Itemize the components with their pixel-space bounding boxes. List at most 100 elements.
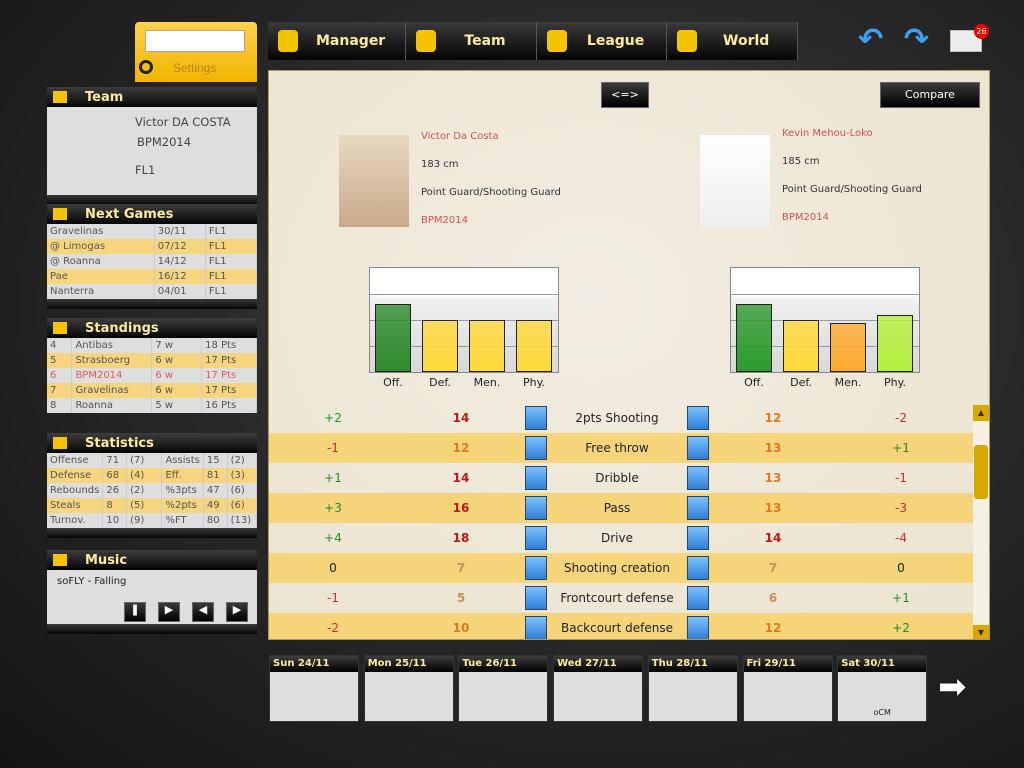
player-team[interactable]: BPM2014 <box>782 212 829 223</box>
club-name[interactable]: BPM2014 <box>137 135 192 149</box>
panel-title: Statistics <box>85 435 154 451</box>
skill-name: Frontcourt defense <box>560 591 674 605</box>
nav-tab-team[interactable]: Team <box>406 22 537 60</box>
table-cell: (4) <box>126 468 163 483</box>
skill-icon <box>525 466 547 490</box>
calendar-day[interactable]: Fri 29/11 <box>742 655 833 722</box>
table-cell: (6) <box>227 498 258 513</box>
skill-name: Shooting creation <box>564 561 670 575</box>
skill-icon <box>687 616 709 639</box>
right-value: 13 <box>764 501 782 515</box>
left-diff: 0 <box>329 561 337 575</box>
table-cell: 10 <box>102 513 128 528</box>
statistics-panel: Statistics Offense 71 (7) Assists 15 (2) Defen… <box>47 433 258 538</box>
table-row[interactable]: Pae 16/12 FL1 <box>47 269 258 284</box>
back-arrow-icon[interactable]: ↶ <box>858 22 884 57</box>
table-cell: Defense <box>47 468 104 483</box>
table-cell: 6 w <box>151 353 203 368</box>
skill-name: 2pts Shooting <box>575 411 659 425</box>
calendar-day[interactable]: Thu 28/11 <box>647 655 738 722</box>
x-tick-label: Def. <box>790 376 812 389</box>
player-height: 185 cm <box>782 156 820 167</box>
nav-tab-world[interactable]: World <box>667 22 798 60</box>
mail-icon[interactable] <box>950 30 982 52</box>
table-cell: BPM2014 <box>71 368 153 383</box>
nav-tab-league[interactable]: League <box>537 22 668 60</box>
skill-icon <box>687 526 709 550</box>
table-row[interactable]: @ Limogas 07/12 FL1 <box>47 239 258 254</box>
table-row[interactable]: Turnov. 10 (9) %FT 80 (13) <box>47 513 258 528</box>
scroll-thumb[interactable] <box>974 445 988 499</box>
search-input[interactable] <box>145 30 245 52</box>
swap-button[interactable]: <=> <box>601 82 649 108</box>
day-label: Thu 28/11 <box>648 656 737 672</box>
previous-button[interactable]: ◀ <box>192 602 214 622</box>
calendar-day[interactable]: Sun 24/11 <box>269 655 359 722</box>
pause-button[interactable]: ❚ <box>124 602 146 622</box>
table-cell: (5) <box>126 498 163 513</box>
mail-count-badge: 26 <box>974 24 989 39</box>
table-row[interactable]: Defense 68 (4) Eff. 81 (3) <box>47 468 258 483</box>
player-name[interactable]: Kevin Mehou-Loko <box>782 128 873 139</box>
table-row[interactable]: 7 Gravelinas 6 w 17 Pts <box>47 383 257 398</box>
table-cell: Rebounds <box>47 483 104 498</box>
forward-arrow-icon[interactable]: ↷ <box>904 22 930 57</box>
table-row[interactable]: Rebounds 26 (2) %3pts 47 (6) <box>47 483 258 498</box>
table-cell: %3pts <box>161 483 204 498</box>
table-row[interactable]: 4 Antibas 7 w 18 Pts <box>47 338 257 353</box>
table-cell: 6 <box>47 368 73 383</box>
scroll-down-button[interactable]: ▼ <box>973 625 989 639</box>
table-cell: Pae <box>47 269 155 284</box>
nav-tab-label: Team <box>464 33 506 49</box>
table-cell: 4 <box>47 338 73 353</box>
table-row[interactable]: Offense 71 (7) Assists 15 (2) <box>47 453 258 468</box>
scroll-up-button[interactable]: ▲ <box>973 405 989 421</box>
table-row[interactable]: 8 Roanna 5 w 16 Pts <box>47 398 257 413</box>
player-position: Point Guard/Shooting Guard <box>782 184 922 195</box>
table-cell: Eff. <box>161 468 204 483</box>
table-cell: %2pts <box>161 498 204 513</box>
league-name[interactable]: FL1 <box>135 163 156 177</box>
nav-tab-manager[interactable]: Manager <box>268 22 407 60</box>
skill-icon <box>687 436 709 460</box>
skill-icon <box>525 556 547 580</box>
table-cell: 14/12 <box>154 254 206 269</box>
table-row[interactable]: Gravelinas 30/11 FL1 <box>47 224 258 239</box>
scrollbar[interactable]: ▲ ▼ <box>973 405 989 639</box>
table-cell: 81 <box>203 468 228 483</box>
gridline <box>370 346 558 347</box>
table-cell: FL1 <box>205 224 258 239</box>
player-team[interactable]: BPM2014 <box>421 215 468 226</box>
calendar-icon <box>53 208 67 220</box>
skill-name: Pass <box>603 501 631 515</box>
next-week-arrow-icon[interactable]: ➡ <box>938 667 967 707</box>
gear-icon[interactable] <box>139 60 153 74</box>
table-row[interactable]: Nanterra 04/01 FL1 <box>47 284 258 299</box>
settings-button[interactable]: Settings <box>173 61 217 75</box>
track-name: soFLY - Falling <box>57 576 127 587</box>
compare-button[interactable]: Compare <box>880 82 980 108</box>
table-cell: (3) <box>227 468 258 483</box>
left-value: 16 <box>452 501 470 515</box>
skill-name: Drive <box>601 531 633 545</box>
table-cell: %FT <box>161 513 204 528</box>
right-value: 13 <box>764 441 782 455</box>
play-button[interactable]: ▶ <box>158 602 180 622</box>
table-cell: 18 Pts <box>201 338 257 353</box>
right-diff: +2 <box>892 621 910 635</box>
table-cell: @ Roanna <box>47 254 155 269</box>
calendar-day[interactable]: Mon 25/11 <box>363 655 454 722</box>
table-row[interactable]: 6 BPM2014 6 w 17 Pts <box>47 368 257 383</box>
table-row[interactable]: @ Roanna 14/12 FL1 <box>47 254 258 269</box>
calendar-day[interactable]: Tue 26/11 <box>458 655 549 722</box>
player-name[interactable]: Victor Da Costa <box>421 131 499 142</box>
next-button[interactable]: ▶ <box>226 602 248 622</box>
calendar-day[interactable]: Wed 27/11 <box>553 655 644 722</box>
skill-icon <box>687 466 709 490</box>
calendar-day[interactable]: Sat 30/11 oCM <box>837 655 928 722</box>
rating-chart-left: Off. Def. Men. Phy. <box>369 267 559 389</box>
table-cell: 7 w <box>151 338 203 353</box>
table-cell: Turnov. <box>47 513 104 528</box>
table-row[interactable]: 5 Strasboerg 6 w 17 Pts <box>47 353 257 368</box>
table-row[interactable]: Steals 8 (5) %2pts 49 (6) <box>47 498 258 513</box>
